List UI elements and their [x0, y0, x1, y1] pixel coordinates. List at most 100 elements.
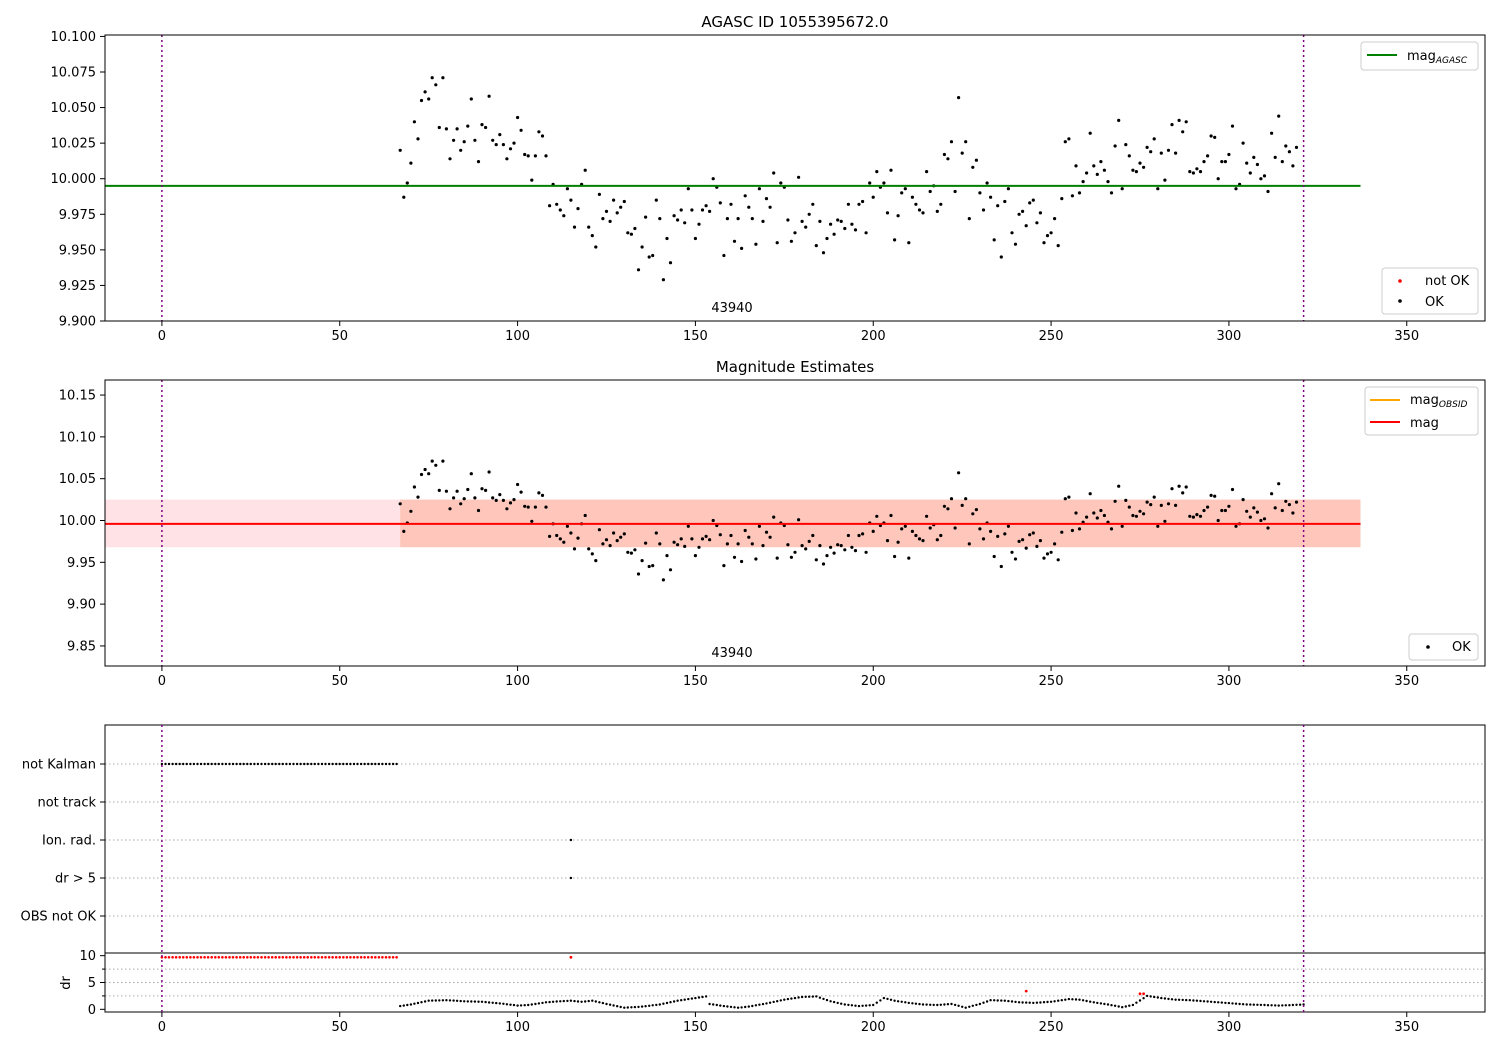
- dr-point: [740, 1006, 743, 1009]
- panel2-point: [953, 526, 957, 530]
- dr-point: [626, 1006, 629, 1009]
- panel1-point: [466, 124, 470, 128]
- dr-point: [448, 999, 452, 1002]
- panel1-ytick-label: 10.025: [51, 137, 97, 152]
- dr-point: [875, 1001, 878, 1004]
- dr-point: [712, 1003, 715, 1006]
- panel1-point: [679, 208, 683, 212]
- panel2-point: [1117, 484, 1121, 488]
- panel1-point: [1163, 178, 1167, 182]
- panel1-point: [444, 127, 448, 131]
- dr-high-point: [288, 956, 292, 959]
- dr-point: [925, 1003, 928, 1006]
- panel1-point: [629, 232, 634, 236]
- panel1-point: [868, 181, 872, 185]
- panel1-point: [836, 218, 840, 222]
- dr-point: [491, 1001, 494, 1004]
- panel1-ytick-label: 10.050: [51, 101, 97, 116]
- not-kalman-point: [363, 762, 366, 766]
- panel2-point: [1255, 510, 1259, 514]
- not-kalman-point: [335, 762, 338, 766]
- panel2-point: [971, 512, 975, 516]
- dr-high-point: [185, 956, 189, 959]
- panel1-point: [1156, 187, 1160, 191]
- dr-high-point: [356, 956, 359, 959]
- dr-point: [754, 1004, 758, 1007]
- panel1-point: [587, 225, 591, 229]
- panel2-point: [430, 459, 434, 463]
- panel2-point: [1053, 542, 1057, 546]
- dr-high-point: [302, 956, 306, 959]
- panel2-point: [1127, 505, 1131, 509]
- dr-point: [640, 1005, 644, 1008]
- dr-point: [793, 996, 797, 1000]
- panel2-point: [587, 547, 591, 551]
- panel3-frame: [104, 724, 1486, 1013]
- dr-point: [1202, 1000, 1206, 1003]
- panel2-point: [928, 526, 932, 530]
- panel2-point: [885, 539, 890, 543]
- panel2-point: [434, 463, 438, 467]
- panel1-point: [1120, 187, 1124, 191]
- panel2-point: [967, 542, 971, 546]
- panel3-flag-points: [160, 762, 573, 880]
- dr-point: [861, 1004, 864, 1007]
- panel3-xtick-label: 200: [861, 1020, 886, 1035]
- panel1-point: [1184, 120, 1188, 124]
- panel1-point: [967, 217, 971, 221]
- panel1-point: [533, 154, 538, 158]
- panel2-point: [1234, 524, 1238, 528]
- dr-point: [672, 1000, 676, 1003]
- panel1-point: [480, 123, 484, 127]
- dr-high-point: [370, 956, 374, 959]
- dr-point: [399, 1004, 402, 1008]
- panel1-point: [1223, 160, 1227, 164]
- panel1-point: [690, 208, 694, 212]
- dr-point: [1263, 1003, 1266, 1007]
- dr-point: [559, 1000, 562, 1003]
- dr-high-point: [327, 956, 331, 959]
- panel2-point: [530, 519, 534, 523]
- panel2-point: [1031, 531, 1035, 535]
- panel2-point: [508, 501, 513, 505]
- panel2-point: [590, 552, 594, 556]
- panel1-xtick-label: 50: [331, 329, 348, 344]
- panel2-point: [974, 508, 979, 512]
- panel3-xtick-label: 150: [683, 1020, 708, 1035]
- panel1-point: [743, 194, 747, 198]
- panel1-point: [1209, 134, 1213, 138]
- panel2-point: [1035, 544, 1039, 549]
- panel2-point: [960, 503, 964, 507]
- panel2-point: [409, 509, 413, 513]
- panel1-point: [1010, 231, 1014, 235]
- dr-gt-5-point: [569, 876, 573, 880]
- panel1-point: [697, 222, 701, 226]
- panel1-point: [644, 215, 648, 219]
- panel1-point: [974, 158, 979, 162]
- panel2-obsid-annotation: 43940: [711, 646, 752, 661]
- dr-point: [1014, 1000, 1017, 1004]
- panel1-point: [754, 242, 758, 246]
- panel1-point: [455, 127, 459, 131]
- panel2-point: [747, 535, 751, 539]
- panel2-point: [679, 537, 683, 541]
- dr-high-point: [214, 956, 217, 959]
- panel2-point: [544, 505, 548, 509]
- panel1-point: [985, 181, 989, 185]
- dr-point: [1156, 996, 1160, 999]
- dr-point: [580, 1000, 583, 1003]
- dr-point: [704, 995, 708, 998]
- dr-point: [1042, 1001, 1046, 1004]
- panel2-point: [416, 495, 420, 499]
- dr-point: [1138, 999, 1142, 1002]
- panel2-point: [896, 540, 900, 544]
- panel1-point: [1056, 244, 1060, 248]
- panel2-ytick-label: 9.85: [67, 639, 96, 654]
- panel1-point: [1294, 145, 1299, 149]
- panel1-ytick-label: 9.950: [59, 243, 96, 258]
- panel2-point: [750, 542, 754, 546]
- panel2-xtick-label: 50: [331, 674, 348, 689]
- dr-point: [889, 998, 893, 1001]
- panel2-point: [832, 551, 836, 555]
